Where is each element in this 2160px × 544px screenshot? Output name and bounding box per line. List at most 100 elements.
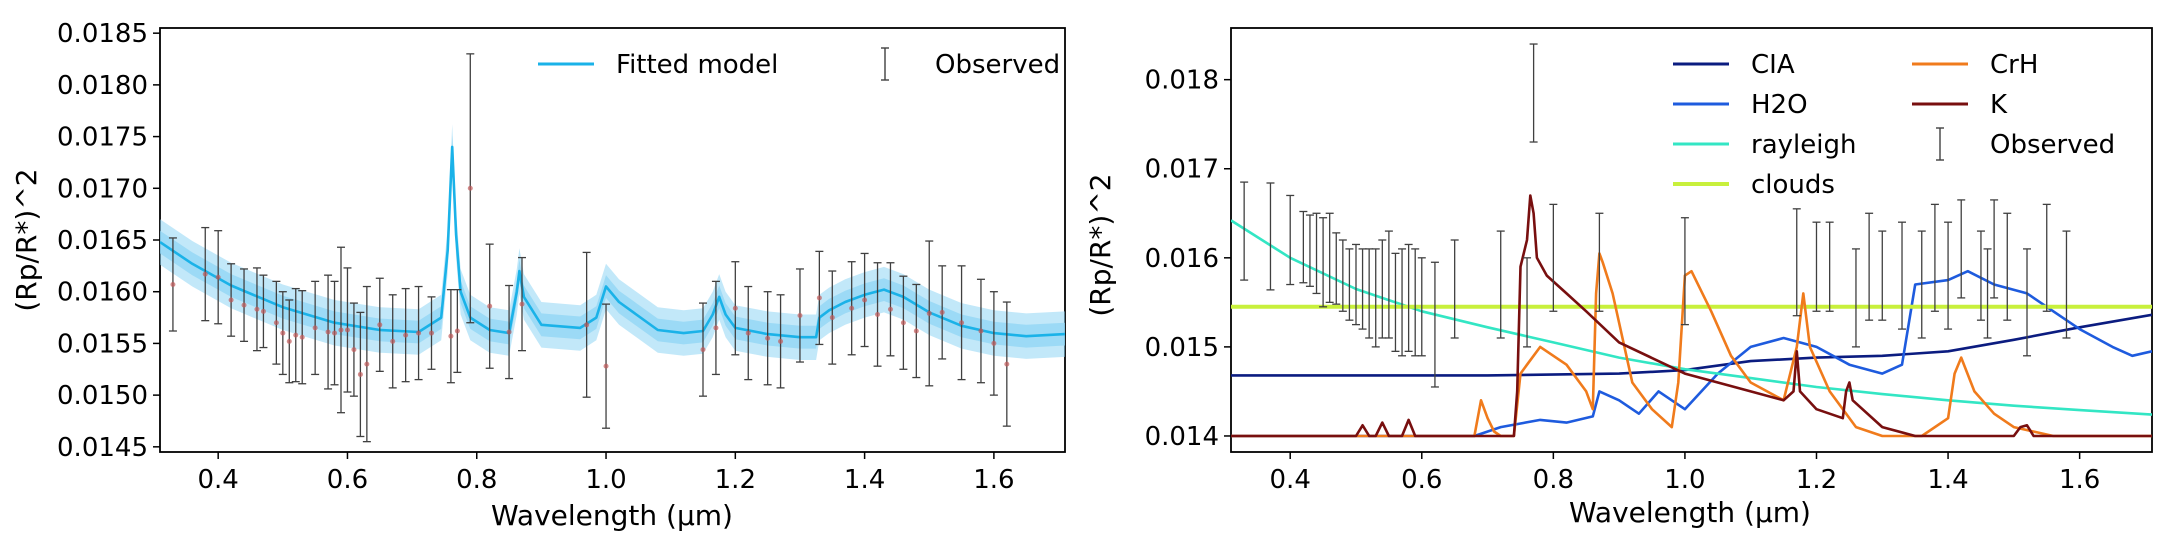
right-series-k: [1231, 194, 2152, 438]
left-observed-point: [228, 297, 234, 303]
right-series-cia: [1231, 313, 2152, 377]
right-x-tick-label: 0.6: [1401, 465, 1442, 495]
left-observed-point: [170, 281, 176, 287]
left-observed-point: [829, 315, 835, 321]
left-x-tick-label: 1.2: [715, 465, 756, 495]
right-y-tick-label: 0.014: [1145, 422, 1219, 452]
left-observed-point: [849, 305, 855, 311]
right-x-tick-label: 1.2: [1796, 465, 1837, 495]
right-x-axis-label: Wavelength (μm): [1569, 496, 1811, 529]
left-observed-point: [293, 332, 299, 338]
left-observed-point: [332, 330, 338, 336]
right-x-tick-label: 1.6: [2059, 465, 2100, 495]
left-y-tick-label: 0.0170: [57, 174, 148, 204]
left-observed-point: [351, 347, 357, 353]
left-observed-point: [241, 302, 247, 308]
left-x-tick-label: 1.0: [585, 465, 626, 495]
left-x-tick-label: 0.6: [327, 465, 368, 495]
left-observed-point: [506, 329, 512, 335]
left-y-tick-label: 0.0145: [57, 433, 148, 463]
left-legend-label-observed: Observed: [935, 50, 1060, 80]
right-x-tick-label: 1.0: [1664, 465, 1705, 495]
right-x-tick-label: 0.8: [1533, 465, 1574, 495]
right-legend-label-crh: CrH: [1990, 50, 2038, 80]
right-panel: 0.4 0.6 0.8 1.0 1.2 1.4 1.6 0.0140.0150.0160.0…: [1084, 27, 2153, 529]
left-y-tick-label: 0.0150: [57, 381, 148, 411]
left-legend: Fitted model Observed: [538, 47, 1060, 81]
left-observed-point: [286, 338, 292, 344]
left-y-axis-label: (Rp/R*)^2: [10, 168, 43, 311]
left-observed-point: [403, 332, 409, 338]
left-observed-point: [273, 320, 279, 326]
left-x-tick-label: 1.4: [844, 465, 885, 495]
left-observed-point: [357, 371, 363, 377]
left-observed-point: [765, 335, 771, 341]
left-y-ticks: 0.0145 0.0150 0.0155 0.0160 0.0165 0.0170 0.01…: [57, 19, 160, 463]
left-observed-point: [280, 330, 286, 336]
left-observed-point: [377, 322, 383, 328]
right-x-tick-label: 0.4: [1270, 465, 1311, 495]
left-observed-point: [467, 185, 473, 191]
left-observed-point: [939, 309, 945, 315]
left-observed-point: [448, 333, 454, 339]
right-x-tick-label: 1.4: [1927, 465, 1968, 495]
left-y-tick-label: 0.0160: [57, 278, 148, 308]
right-legend-label-k: K: [1990, 90, 2008, 120]
right-series-crh: [1231, 252, 2152, 438]
left-observed-point: [364, 361, 370, 367]
left-observed-point: [959, 320, 965, 326]
left-x-tick-label: 0.8: [456, 465, 497, 495]
right-legend-label-rayleigh: rayleigh: [1751, 130, 1856, 160]
left-observed-point: [887, 306, 893, 312]
left-series-fitted-model: [160, 145, 1065, 339]
right-series-h2o: [1231, 269, 2152, 438]
right-series-rayleigh: [1231, 219, 2152, 416]
left-observed-point: [603, 363, 609, 369]
left-observed-point: [454, 328, 460, 334]
left-observed-point: [202, 271, 208, 277]
left-observed-point: [215, 274, 221, 280]
left-y-tick-label: 0.0165: [57, 226, 148, 256]
left-observed-point: [778, 338, 784, 344]
left-plot-area: [159, 27, 1066, 453]
right-y-tick-label: 0.017: [1145, 155, 1219, 185]
right-y-tick-label: 0.015: [1145, 333, 1219, 363]
left-observed-point: [254, 306, 260, 312]
left-observed-point: [338, 327, 344, 333]
left-observed-point: [862, 297, 868, 303]
left-observed-point: [900, 320, 906, 326]
left-confidence-band: [160, 124, 1065, 360]
left-observed-point: [978, 328, 984, 334]
left-observed-point: [1004, 361, 1010, 367]
left-observed-point: [390, 338, 396, 344]
left-observed-point: [584, 322, 590, 328]
left-x-axis-label: Wavelength (μm): [491, 499, 733, 532]
left-observed-point: [797, 312, 803, 318]
left-observed-point: [732, 305, 738, 311]
left-observed-point: [260, 308, 266, 314]
left-observed-point: [913, 328, 919, 334]
left-y-tick-label: 0.0185: [57, 19, 148, 49]
right-y-tick-label: 0.018: [1145, 66, 1219, 96]
left-observed-point: [429, 330, 434, 336]
left-observed-point: [519, 301, 525, 307]
right-legend-label-h2o: H2O: [1751, 90, 1808, 120]
right-y-tick-label: 0.016: [1145, 244, 1219, 274]
left-observed-point: [816, 295, 822, 301]
left-y-tick-label: 0.0180: [57, 71, 148, 101]
right-y-ticks: 0.014 0.015 0.016 0.017 0.018: [1145, 66, 1231, 452]
right-x-ticks: 0.4 0.6 0.8 1.0 1.2 1.4 1.6: [1270, 452, 2100, 495]
left-observed-point: [344, 327, 350, 333]
left-observed-point: [875, 311, 881, 317]
left-y-tick-label: 0.0155: [57, 329, 148, 359]
left-panel: 0.4 0.6 0.8 1.0 1.2 1.4 1.6 0.0145 0.0150 0.0155…: [10, 19, 1066, 532]
left-series-group: [160, 53, 1065, 443]
right-plot-area: [1230, 27, 2153, 453]
left-x-ticks: 0.4 0.6 0.8 1.0 1.2 1.4 1.6: [197, 452, 1015, 495]
right-y-axis-label: (Rp/R*)^2: [1084, 173, 1117, 316]
left-observed-point: [745, 330, 751, 336]
left-observed-point: [713, 325, 719, 331]
right-series-group: [1231, 43, 2152, 438]
